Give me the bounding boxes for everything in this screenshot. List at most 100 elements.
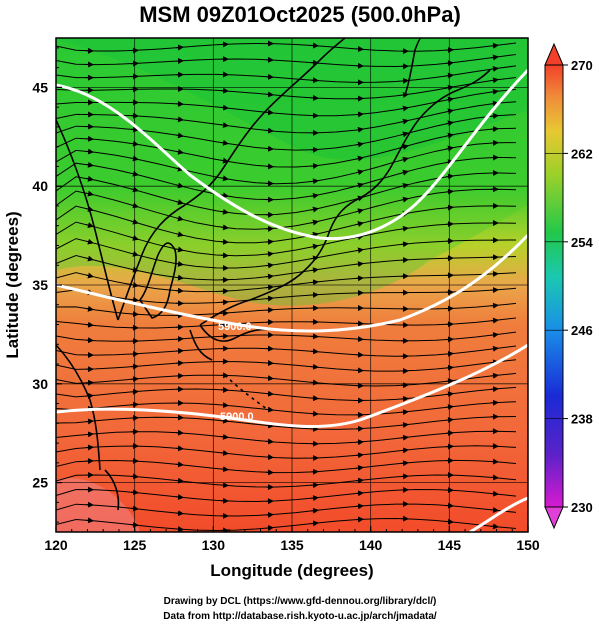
chart-title: MSM 09Z01Oct2025 (500.0hPa)	[139, 2, 461, 27]
stream-arrow	[400, 77, 409, 84]
stream-arrow	[445, 132, 454, 139]
stream-arrow	[490, 523, 499, 530]
stream-arrow	[310, 219, 319, 226]
x-tick-label: 145	[438, 537, 462, 553]
y-axis-label: Latitude (degrees)	[3, 211, 22, 358]
stream-arrow	[310, 243, 319, 250]
stream-arrow	[220, 417, 229, 424]
stream-arrow	[310, 267, 319, 274]
x-tick-label: 140	[359, 537, 383, 553]
x-tick-label: 135	[280, 537, 304, 553]
stream-arrow	[220, 450, 229, 457]
stream-arrow	[445, 72, 454, 79]
stream-arrow	[220, 192, 229, 199]
streamlines	[56, 40, 517, 532]
stream-arrow	[85, 321, 94, 328]
stream-arrow	[355, 221, 364, 227]
stream-arrow	[310, 178, 319, 185]
stream-arrow	[85, 175, 94, 182]
coastlines	[56, 38, 491, 511]
stream-arrow	[490, 490, 499, 497]
stream-arrow	[265, 375, 274, 382]
colorbar: 230 238 246 254 262 270	[544, 42, 593, 530]
stream-arrow	[175, 526, 184, 532]
hokkaido-coast	[391, 69, 491, 166]
colorbar-max-arrow	[544, 42, 564, 66]
stream-arrow	[220, 175, 229, 182]
stream-arrow	[85, 161, 94, 168]
stream-arrow	[445, 518, 454, 525]
stream-arrow	[175, 165, 184, 172]
stream-arrow	[400, 169, 409, 176]
stream-arrow	[220, 238, 229, 245]
stream-arrow	[355, 477, 364, 484]
stream-arrow	[175, 494, 184, 500]
stream-arrow	[355, 155, 364, 162]
stream-arrow	[130, 363, 139, 370]
stream-arrow	[400, 131, 409, 138]
stream-arrow	[130, 126, 139, 133]
stream-arrow	[310, 163, 319, 169]
korean-peninsula	[139, 242, 177, 319]
stream-arrow	[130, 282, 139, 288]
stream-arrow	[175, 445, 184, 452]
stream-arrow	[175, 132, 184, 139]
stream-arrow	[220, 482, 229, 489]
stream-arrow	[175, 215, 184, 222]
stream-arrow	[355, 208, 364, 215]
stream-arrow	[85, 418, 94, 425]
stream-arrow	[265, 262, 274, 269]
stream-arrow	[355, 169, 364, 176]
stream-arrow	[175, 461, 184, 468]
stream-arrow	[220, 104, 229, 111]
stream-arrow	[445, 404, 454, 411]
x-tick-label: 150	[516, 537, 540, 553]
stream-arrow	[85, 222, 94, 228]
stream-arrow	[445, 417, 454, 423]
stream-arrow	[265, 127, 274, 134]
stream-arrow	[175, 246, 184, 253]
stream-arrow	[175, 510, 184, 517]
stream-arrow	[445, 84, 454, 91]
stream-arrow	[130, 489, 139, 496]
stream-arrow	[490, 507, 499, 513]
stream-arrow	[355, 503, 364, 510]
stream-arrow	[175, 44, 184, 51]
stream-arrow	[220, 402, 229, 409]
stream-arrow	[490, 331, 499, 338]
stream-arrow	[445, 120, 454, 127]
colorbar-tick-label: 238	[571, 412, 593, 427]
x-tick-label: 130	[202, 537, 226, 553]
stream-arrow	[130, 388, 139, 395]
stream-arrow	[130, 202, 139, 209]
stream-arrow	[400, 118, 409, 125]
stream-arrow	[490, 88, 499, 95]
stream-arrow	[85, 305, 94, 312]
contour-5700	[56, 68, 528, 241]
stream-arrow	[265, 390, 274, 397]
stream-arrow	[130, 155, 139, 162]
stream-arrow	[220, 466, 229, 473]
stream-arrow	[220, 122, 229, 129]
stream-arrow	[130, 186, 139, 193]
colorbar-tick-label: 230	[571, 500, 593, 515]
stream-arrow	[445, 96, 454, 103]
stream-arrow	[175, 260, 184, 267]
ryukyu-islands	[224, 374, 269, 411]
stream-arrow	[130, 140, 139, 147]
stream-arrow	[445, 350, 454, 357]
contour-label-1: 5900.0	[218, 321, 252, 333]
colorbar-ticks: 230 238 246 254 262 270	[545, 58, 593, 515]
stream-arrow	[85, 272, 94, 279]
colorbar-gradient	[544, 64, 564, 508]
china-coast-south	[56, 344, 101, 471]
kyushu-coast	[189, 329, 213, 361]
stream-arrow	[400, 225, 409, 232]
stream-arrow	[175, 148, 184, 155]
contour-5800	[56, 233, 528, 333]
stream-arrow	[265, 238, 274, 245]
stream-arrow	[400, 156, 409, 163]
y-ticks: 25 30 35 40 45	[32, 47, 62, 523]
stream-arrow	[445, 378, 454, 385]
